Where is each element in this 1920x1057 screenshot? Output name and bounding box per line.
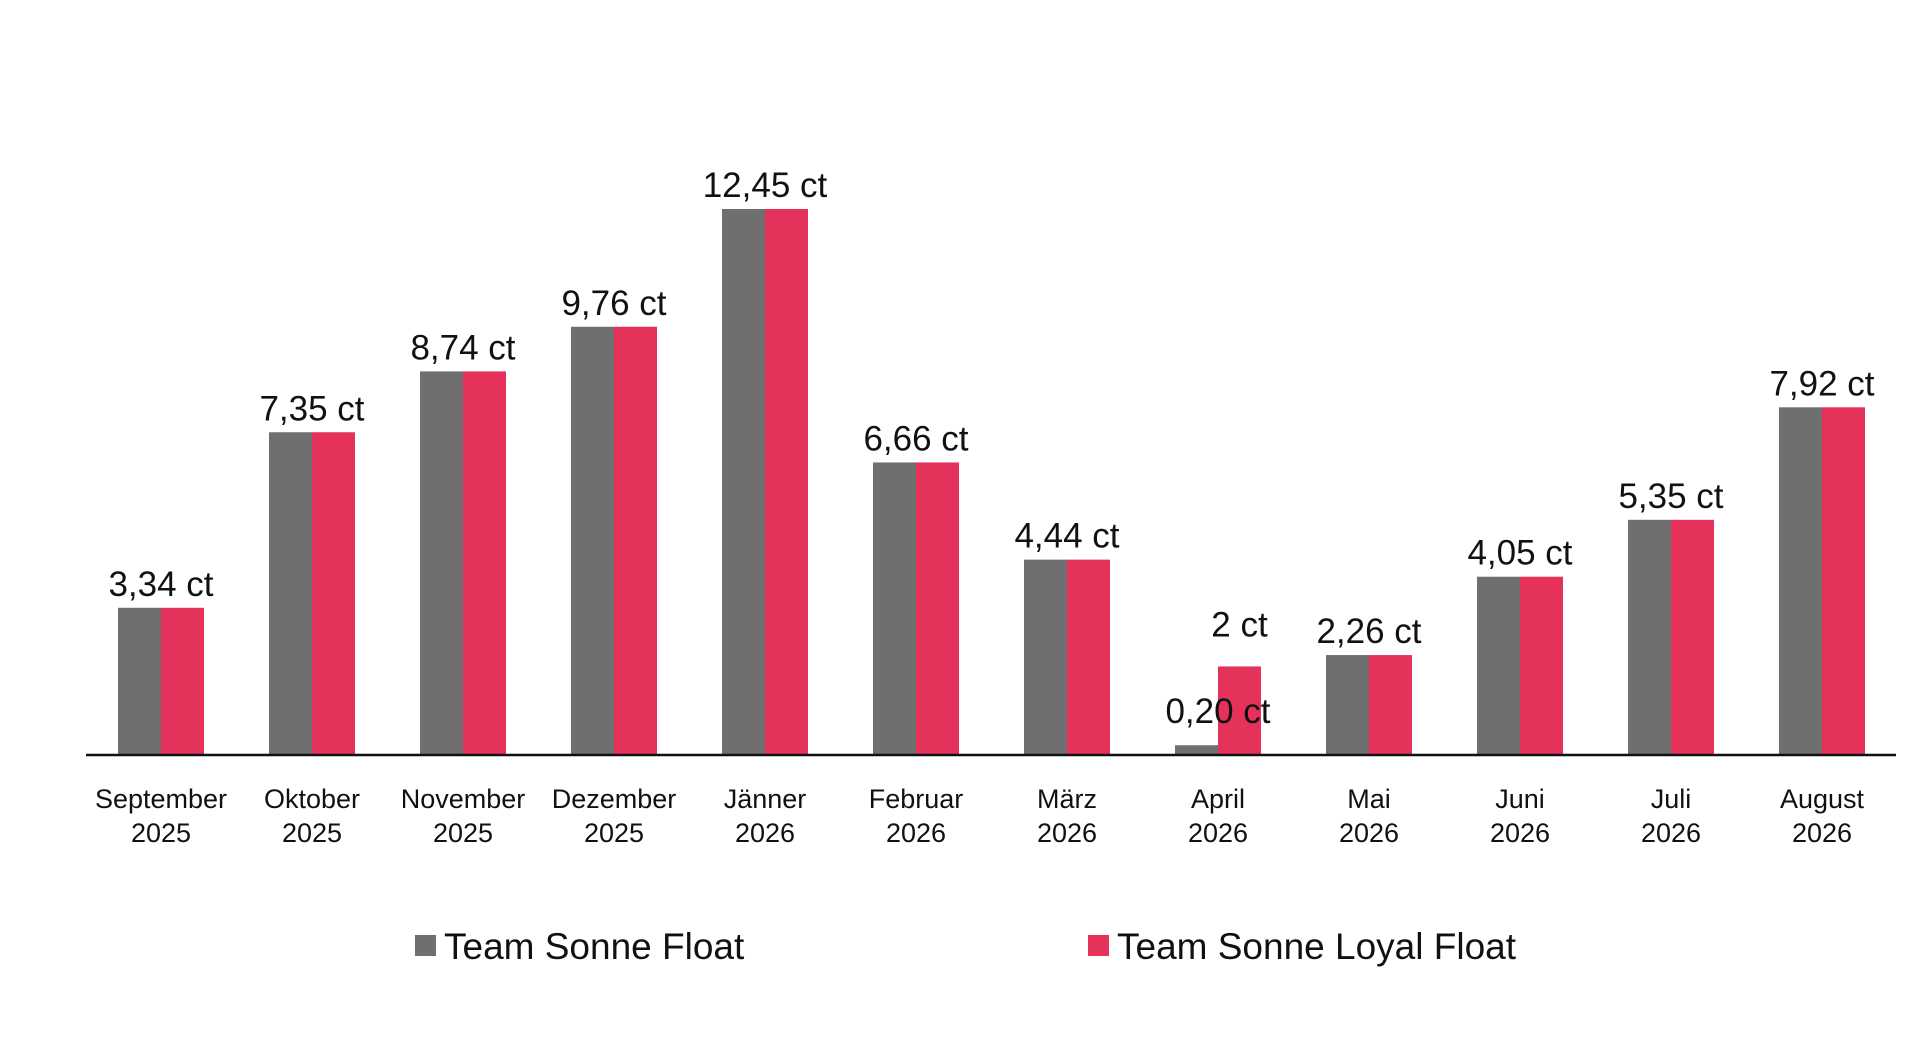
data-label-8: 2,26 ct [1316,612,1421,651]
category-label-year-10: 2026 [1641,818,1701,848]
legend-label-loyal-float: Team Sonne Loyal Float [1117,926,1517,967]
category-label-year-9: 2026 [1490,818,1550,848]
bar-float-5 [873,462,916,754]
bar-loyal-float-3 [614,326,657,754]
category-label-year-2: 2025 [433,818,493,848]
data-label-7-s0: 0,20 ct [1165,692,1270,731]
legend: Team Sonne Float Team Sonne Loyal Float [415,926,1517,967]
category-label-month-8: Mai [1347,784,1391,814]
category-label-month-0: September [95,784,227,814]
bar-loyal-float-2 [463,371,506,754]
data-label-1: 7,35 ct [259,389,364,428]
bar-float-7 [1175,745,1218,754]
category-label-year-1: 2025 [282,818,342,848]
bar-loyal-float-4 [765,209,808,754]
data-label-10: 5,35 ct [1618,477,1723,516]
category-label-year-7: 2026 [1188,818,1248,848]
category-label-year-6: 2026 [1037,818,1097,848]
category-label-month-11: August [1780,784,1865,814]
legend-swatch-float [415,935,436,956]
data-label-3: 9,76 ct [561,284,666,323]
bar-float-0 [118,607,161,754]
bar-float-3 [571,326,614,754]
data-label-6: 4,44 ct [1014,517,1119,556]
category-labels-group: September 2025 Oktober 2025 November 2025 Deze… [95,784,1865,848]
bar-float-6 [1024,559,1067,754]
data-label-7-s1: 2 ct [1211,605,1268,644]
bar-float-2 [420,371,463,754]
data-label-2: 8,74 ct [410,328,515,367]
bar-loyal-float-1 [312,432,355,754]
data-label-0: 3,34 ct [108,565,213,604]
category-label-year-8: 2026 [1339,818,1399,848]
legend-label-float: Team Sonne Float [444,926,745,967]
category-label-month-3: Dezember [552,784,677,814]
bar-loyal-float-6 [1067,559,1110,754]
bar-float-9 [1477,576,1520,754]
category-label-month-10: Juli [1651,784,1692,814]
category-label-month-9: Juni [1495,784,1545,814]
bar-float-10 [1628,519,1671,754]
bars-group [118,209,1865,754]
category-label-month-1: Oktober [264,784,360,814]
bar-float-11 [1779,407,1822,754]
category-label-month-5: Februar [869,784,964,814]
category-label-month-7: April [1191,784,1245,814]
bar-loyal-float-8 [1369,655,1412,754]
bar-loyal-float-5 [916,462,959,754]
category-label-year-4: 2026 [735,818,795,848]
data-label-4: 12,45 ct [703,166,828,205]
data-label-9: 4,05 ct [1467,534,1572,573]
value-labels-group: 3,34 ct 7,35 ct 8,74 ct 9,76 ct 12,45 ct 6,66… [108,166,1874,731]
category-label-year-0: 2025 [131,818,191,848]
category-label-year-5: 2026 [886,818,946,848]
bar-loyal-float-9 [1520,576,1563,754]
bar-float-8 [1326,655,1369,754]
data-label-11: 7,92 ct [1769,364,1874,403]
category-label-month-2: November [401,784,526,814]
bar-float-1 [269,432,312,754]
bar-loyal-float-10 [1671,519,1714,754]
category-label-year-11: 2026 [1792,818,1852,848]
category-label-month-6: März [1037,784,1097,814]
data-label-5: 6,66 ct [863,419,968,458]
bar-float-4 [722,209,765,754]
bar-loyal-float-0 [161,607,204,754]
bar-loyal-float-11 [1822,407,1865,754]
category-label-month-4: Jänner [724,784,807,814]
legend-swatch-loyal-float [1088,935,1109,956]
category-label-year-3: 2025 [584,818,644,848]
bar-loyal-float-7 [1218,666,1261,754]
